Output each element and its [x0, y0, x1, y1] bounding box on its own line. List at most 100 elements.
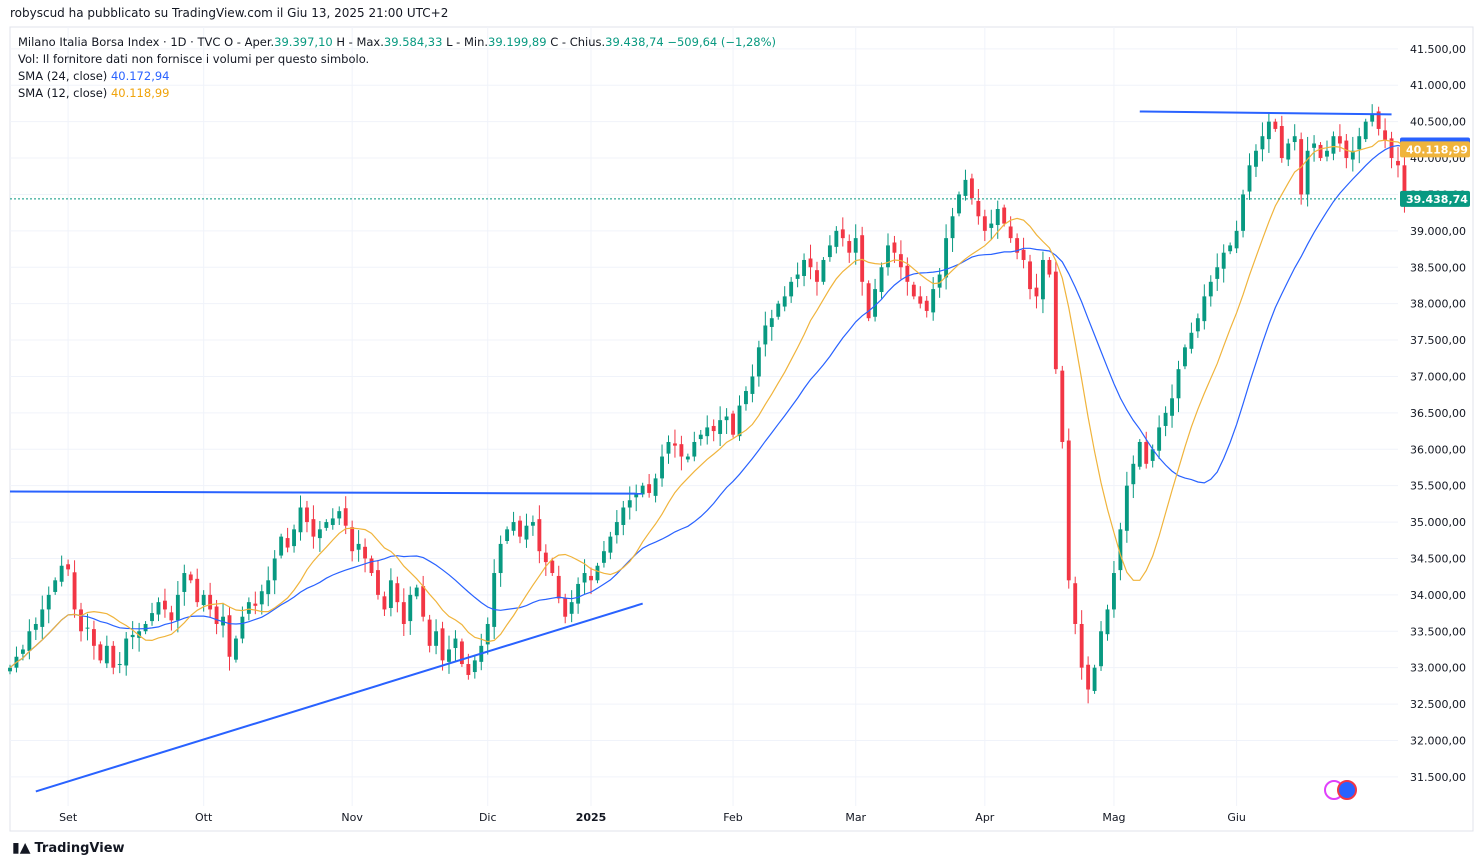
candle-body: [802, 259, 807, 276]
candle-body: [1150, 449, 1155, 461]
candle-body: [1215, 267, 1220, 279]
candle-body: [46, 594, 51, 610]
last-price-badge: [1400, 190, 1470, 207]
candle-body: [537, 519, 542, 552]
x-tick-label: Nov: [341, 811, 363, 824]
candle-body: [208, 594, 213, 610]
candle-body: [363, 546, 368, 559]
candle-body: [1170, 398, 1174, 416]
y-tick-label: 36.000,00: [1410, 443, 1466, 456]
legend-sma12-row[interactable]: SMA (12, close) 40.118,99: [18, 85, 776, 102]
candle-body: [1189, 332, 1194, 349]
candle-body: [98, 644, 103, 661]
candle-body: [156, 602, 161, 615]
candle-body: [827, 245, 832, 258]
y-tick-label: 34.500,00: [1410, 552, 1466, 565]
candle-body: [750, 376, 755, 394]
candle-body: [1137, 441, 1142, 467]
candle-body: [401, 602, 406, 624]
candle-body: [330, 518, 335, 525]
candle-body: [434, 631, 439, 646]
candle-body: [957, 194, 961, 214]
candle-body: [324, 522, 329, 528]
candle-body: [892, 242, 897, 253]
candle-body: [279, 536, 284, 556]
x-tick-label: Set: [59, 811, 78, 824]
y-tick-label: 38.500,00: [1410, 261, 1466, 274]
candle-body: [485, 623, 490, 645]
candle-body: [776, 303, 781, 317]
y-tick-label: 34.000,00: [1410, 589, 1466, 602]
legend-symbol[interactable]: Milano Italia Borsa Index · 1D · TVC: [18, 35, 221, 49]
candle-body: [1040, 259, 1045, 300]
candle-body: [640, 485, 645, 495]
candle-body: [130, 634, 135, 638]
candle-body: [59, 565, 64, 582]
footer-brand[interactable]: ▮▲ TradingView: [12, 840, 125, 856]
x-tick-label: Dic: [479, 811, 497, 824]
candle-body: [530, 522, 535, 526]
trendline[interactable]: [9, 490, 643, 495]
candle-body: [1376, 111, 1381, 129]
candle-body: [1383, 130, 1388, 140]
y-tick-label: 37.000,00: [1410, 370, 1466, 383]
candle-body: [1350, 150, 1355, 160]
candle-body: [388, 580, 393, 608]
candle-body: [227, 615, 232, 657]
candle-body: [937, 274, 942, 288]
candle-body: [221, 616, 225, 626]
candle-body: [1066, 440, 1071, 581]
candle-body: [466, 664, 471, 675]
candle-body: [1118, 529, 1123, 571]
candle-body: [982, 216, 987, 231]
candle-body: [1008, 226, 1013, 239]
candle-body: [621, 507, 626, 525]
candle-body: [1183, 347, 1187, 367]
flag-icon[interactable]: [1337, 780, 1357, 800]
candle-body: [117, 664, 122, 666]
candle-body: [976, 201, 981, 217]
candle-body: [382, 596, 387, 610]
candle-body: [317, 529, 322, 539]
legend-change-value: −509,64 (−1,28%): [667, 35, 777, 49]
trendline[interactable]: [35, 602, 643, 793]
candle-body: [866, 283, 871, 319]
candle-body: [1337, 136, 1342, 144]
candle-body: [1157, 427, 1162, 451]
candle-body: [498, 543, 503, 574]
y-tick-label: 31.500,00: [1410, 771, 1466, 784]
candle-body: [705, 427, 710, 437]
candle-body: [834, 230, 839, 247]
candle-body: [305, 507, 309, 523]
candle-body: [246, 602, 251, 614]
candle-body: [1221, 252, 1226, 269]
candle-body: [589, 575, 593, 581]
legend-sma24-row[interactable]: SMA (24, close) 40.172,94: [18, 68, 776, 85]
trendline[interactable]: [1139, 110, 1392, 116]
candle-body: [72, 572, 77, 610]
candle-body: [685, 456, 690, 460]
candle-body: [1254, 150, 1258, 167]
candle-body: [311, 519, 316, 537]
candle-body: [1131, 463, 1136, 485]
candle-body: [1247, 165, 1252, 192]
candle-body: [1234, 230, 1239, 249]
y-tick-label: 33.500,00: [1410, 625, 1466, 638]
candle-body: [601, 551, 606, 563]
y-tick-label: 33.000,00: [1410, 662, 1466, 675]
candle-body: [821, 259, 826, 282]
candle-body: [1092, 667, 1097, 691]
candle-body: [214, 606, 219, 624]
sma12-line: [9, 139, 1405, 669]
candle-body: [1053, 271, 1058, 370]
candle-body: [298, 507, 303, 533]
candle-body: [356, 543, 361, 550]
candle-body: [1286, 143, 1291, 160]
y-tick-label: 35.500,00: [1410, 480, 1466, 493]
candle-body: [911, 284, 916, 297]
candle-body: [666, 441, 671, 454]
candle-body: [272, 558, 277, 581]
candle-body: [376, 570, 380, 595]
candle-body: [647, 484, 652, 493]
